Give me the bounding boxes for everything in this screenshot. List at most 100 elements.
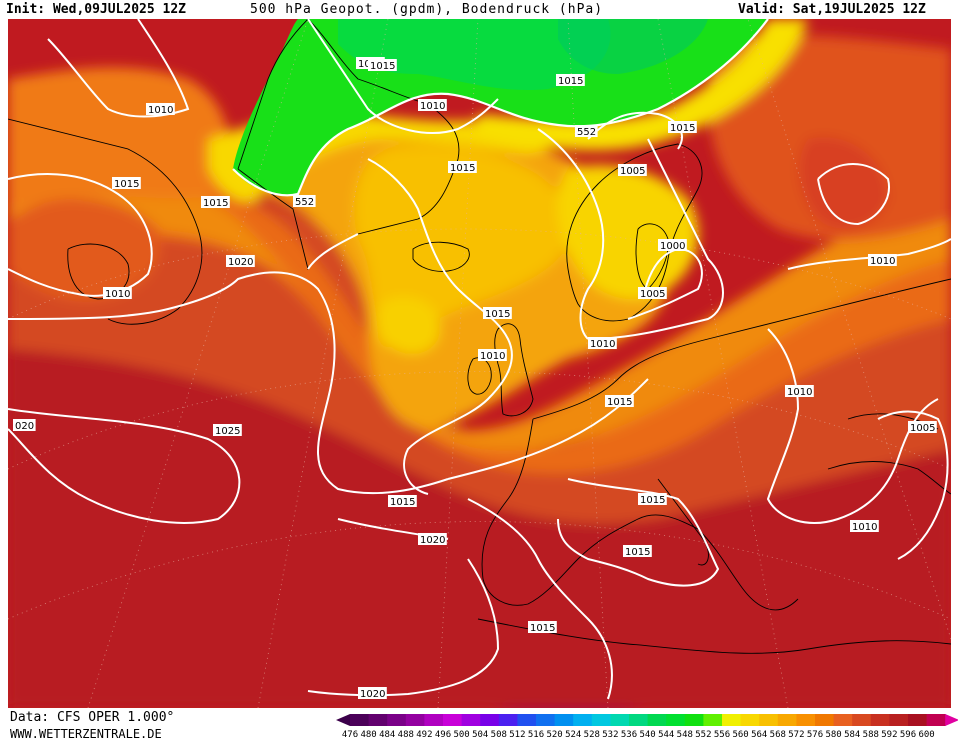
legend-arrow-right [945,714,958,726]
isobar-label: 1010 [852,522,877,533]
legend-tick-label: 500 [453,730,469,740]
legend-swatch [610,714,630,726]
isobar-label-box [618,164,647,176]
isobar-label: 1010 [787,387,812,398]
color-scale-legend: 476 480 484 488 492 496 500 504 508 512 516 520 524 5… [336,714,958,740]
legend-swatch [666,714,686,726]
legend-tick-label: 496 [435,730,451,740]
isobar-label-box [213,424,242,436]
legend-tick-label: 564 [751,730,767,740]
legend-swatch [870,714,890,726]
isobar-label-box [588,337,617,349]
legend-swatch [424,714,444,726]
legend-swatch [350,714,370,726]
header-bar: Init: Wed,09JUL2025 12Z 500 hPa Geopot. … [0,0,959,19]
isobar-label-box [638,287,667,299]
legend-swatch [740,714,760,726]
data-source: Data: CFS OPER 1.000° [10,710,175,725]
legend-swatch [908,714,928,726]
legend-tick-label: 552 [695,730,711,740]
legend-swatch [443,714,463,726]
legend-tick-label: 592 [881,730,897,740]
isobar-label: 1015 [625,547,650,558]
map-svg: 1010 1015 1010 1015 1010 552 1015 1010 1015 1015 1… [8,19,951,708]
isobar-labels: 1010 1015 1010 1015 1010 552 1015 1010 1015 1015 1… [13,57,937,700]
chart-title: 500 hPa Geopot. (gpdm), Bodendruck (hPa) [250,2,604,17]
legend-tick-label: 572 [788,730,804,740]
website-link[interactable]: WWW.WETTERZENTRALE.DE [10,727,162,741]
isobar-label-box [556,74,585,86]
legend-swatch [777,714,797,726]
isobar-label-box [850,520,879,532]
legend-tick-label: 504 [472,730,488,740]
legend-arrow-left [336,714,350,726]
contour-552 [232,19,769,197]
isobar-label-box [908,421,937,433]
isobar-label-box [668,121,697,133]
isobars [8,19,951,700]
isobar-label-box [483,307,512,319]
isobar-label: 1005 [640,289,665,300]
legend-swatch [703,714,723,726]
isobar-label-box [368,59,397,71]
legend-swatch [573,714,593,726]
legend-tick-label: 580 [825,730,841,740]
isobar-label: 1010 [590,339,615,350]
green-low-core [338,19,611,91]
legend-tick-label: 548 [677,730,693,740]
legend-swatch [461,714,481,726]
legend-tick-label: 492 [416,730,432,740]
isobar-label: 1020 [420,535,445,546]
legend-swatch [554,714,574,726]
isobar-label-box [226,255,255,267]
isobar-label-box [112,177,141,189]
isobar-label-box [785,385,814,397]
isobar-label: 1010 [105,289,130,300]
legend-tick-label: 544 [658,730,674,740]
isobar-label-box [478,349,507,361]
legend-tick-label: 536 [621,730,637,740]
isobar-label-box [293,195,316,207]
isobar-label: 1015 [670,123,695,134]
isobar-label-box [201,196,230,208]
isobar-label: 1015 [640,495,665,506]
isobar-label: 1005 [620,166,645,177]
legend-tick-label: 520 [546,730,562,740]
isobar-label: 1015 [114,179,139,190]
legend-tick-label: 588 [863,730,879,740]
legend-tick-label: 576 [807,730,823,740]
legend-tick-label: 516 [528,730,544,740]
isobar-label-box [623,545,652,557]
valid-time: Valid: Sat,19JUL2025 12Z [738,2,926,17]
isobar-label-box [358,687,387,699]
legend-tick-label: 488 [398,730,414,740]
isobar-label-box [388,495,417,507]
legend-swatch [926,714,946,726]
legend-tick-label: 584 [844,730,860,740]
legend-swatch [796,714,816,726]
legend-swatch [480,714,500,726]
isobar-label-box [103,287,132,299]
isobar-label-box [418,99,447,111]
isobar-label: 1015 [370,61,395,72]
legend-tick-label: 528 [584,730,600,740]
isobar-label: 552 [577,127,596,138]
isobar-label: 552 [295,197,314,208]
isobar-label: 1015 [558,76,583,87]
legend-swatch [498,714,518,726]
init-time: Init: Wed,09JUL2025 12Z [6,2,187,17]
isobar-label: 1010 [870,256,895,267]
legend-swatch [759,714,779,726]
legend-swatch [852,714,872,726]
isobar-label: 1015 [203,198,228,209]
isobar-label-box [638,493,667,505]
graticule [8,19,951,708]
isobar-label-box [146,103,175,115]
legend-tick-label: 556 [714,730,730,740]
legend-swatch [889,714,909,726]
legend-swatch [368,714,388,726]
legend-swatch [722,714,742,726]
isobar-label: 1010 [420,101,445,112]
legend-tick-label: 508 [491,730,507,740]
isobar-label-box [658,239,687,251]
